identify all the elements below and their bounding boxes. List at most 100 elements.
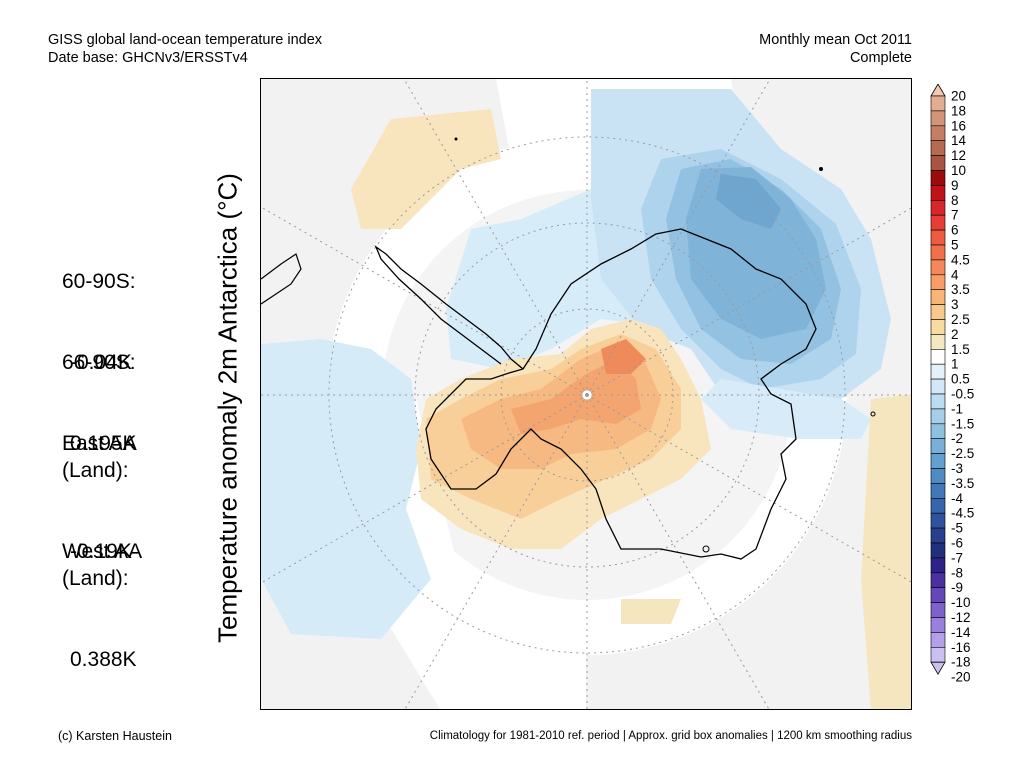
colorbar-tick-label: -10 xyxy=(951,595,971,610)
colorbar-tick-label: -5 xyxy=(951,521,963,536)
y-axis-label: Temperature anomaly 2m Antarctica (°C) xyxy=(212,173,243,643)
header-left: GISS global land-ocean temperature index… xyxy=(48,31,322,67)
colorbar-segment xyxy=(930,527,946,544)
colorbar-tick-label: 7 xyxy=(951,208,959,223)
colorbar-tick-label: 2 xyxy=(951,327,959,342)
polar-anomaly-map xyxy=(261,79,911,709)
status-label: Complete xyxy=(849,50,912,66)
colorbar-segment xyxy=(930,453,946,469)
colorbar-segment xyxy=(930,229,946,246)
dataset-title: GISS global land-ocean temperature index xyxy=(48,32,323,48)
colorbar-segment xyxy=(930,110,946,127)
colorbar-segment xyxy=(930,497,946,514)
colorbar-tick-label: 6 xyxy=(951,223,959,238)
lon-line xyxy=(586,394,770,709)
stat-value: 0.195K xyxy=(70,432,137,455)
colorbar-tick-label: -4.5 xyxy=(951,506,974,521)
colorbar-segment xyxy=(930,408,946,425)
colorbar-segment xyxy=(930,319,946,335)
white-patch-bottom xyxy=(361,399,586,709)
colorbar-segment xyxy=(930,602,946,618)
colorbar-segment xyxy=(930,572,946,588)
colorbar-segment xyxy=(930,438,946,454)
colorbar-tick-label: -3.5 xyxy=(951,476,974,491)
lon-line xyxy=(403,79,588,396)
colorbar-segment xyxy=(930,170,946,186)
colorbar-tick-label: -8 xyxy=(951,565,963,580)
colorbar-segment xyxy=(930,140,946,156)
stat-label: East AA (Land): xyxy=(62,432,137,482)
colorbar-tick-label: -0.5 xyxy=(951,387,974,402)
colorbar-segment xyxy=(930,423,946,439)
anomaly-tan-east xyxy=(861,394,911,709)
stat-west-aa: West AA (Land): 0.388K xyxy=(62,484,142,700)
colorbar-tick-label: 1 xyxy=(951,357,959,372)
colorbar-tick-label: -6 xyxy=(951,536,963,551)
header-right: Monthly mean Oct 2011 Complete xyxy=(759,31,912,67)
colorbar-tick-label: 9 xyxy=(951,178,959,193)
colorbar-tick-label: 14 xyxy=(951,133,967,148)
colorbar-tick-label: -3 xyxy=(951,461,963,476)
data-base: Date base: GHCNv3/ERSSTv4 xyxy=(48,50,248,66)
colorbar-segment xyxy=(930,259,946,276)
antarctic-peninsula xyxy=(374,245,524,370)
lon-line xyxy=(586,394,911,583)
anomaly-lightblue-west xyxy=(261,339,431,639)
colorbar-tick-label: -2.5 xyxy=(951,446,974,461)
colorbar-segment xyxy=(930,557,946,574)
colorbar-segment xyxy=(930,348,946,365)
colorbar-tick-label: -12 xyxy=(951,610,971,625)
colorbar: 201816141210987654.543.532.521.510.5-0.5… xyxy=(930,84,974,685)
island xyxy=(702,545,710,553)
colorbar-tick-label: 4 xyxy=(951,267,959,282)
island xyxy=(454,137,458,141)
colorbar-tick-label: 4.5 xyxy=(951,252,970,267)
lon-line xyxy=(261,206,588,396)
colorbar-tick-label: -2 xyxy=(951,431,963,446)
colorbar-tick-label: -7 xyxy=(951,550,963,565)
colorbar-tick-label: 8 xyxy=(951,193,959,208)
colorbar-segment xyxy=(930,483,946,499)
anomaly-tan-northwest xyxy=(351,109,501,229)
anomaly-paleblue-east xyxy=(701,379,871,439)
lon-line xyxy=(261,394,588,584)
colorbar-segment xyxy=(930,304,946,320)
stat-value: 0.388K xyxy=(70,648,137,671)
lon-line xyxy=(586,207,911,396)
anomaly-tan-south xyxy=(621,599,681,624)
colorbar-segment xyxy=(930,214,946,231)
anomaly-orange-3 xyxy=(511,359,641,434)
colorbar-segment xyxy=(930,274,946,291)
colorbar-segment xyxy=(930,334,946,350)
colorbar-tick-label: 20 xyxy=(951,89,966,104)
colorbar-tick-label: -1.5 xyxy=(951,416,974,431)
island xyxy=(819,167,823,171)
colorbar-tick-label: 2.5 xyxy=(951,312,970,327)
colorbar-tick-label: -9 xyxy=(951,580,963,595)
colorbar-segment xyxy=(930,125,946,141)
stat-label: West AA (Land): xyxy=(62,540,143,590)
colorbar-tick-label: 18 xyxy=(951,103,966,118)
colorbar-tick-label: -20 xyxy=(951,670,971,685)
stat-60-90s: 60-90S: -0.04K xyxy=(62,214,136,403)
south-america-coast xyxy=(261,253,302,305)
lon-line xyxy=(404,394,588,709)
colorbar-tick-label: 10 xyxy=(951,163,966,178)
stat-value: -0.19K xyxy=(70,540,132,563)
anomaly-blue-4 xyxy=(686,167,826,339)
colorbar-segment xyxy=(930,378,946,395)
colorbar-tick-label: 16 xyxy=(951,118,966,133)
lat-circle xyxy=(414,222,760,568)
colorbar-tick-label: -18 xyxy=(951,655,971,670)
colorbar-segment xyxy=(930,185,946,201)
colorbar-segment xyxy=(930,542,946,559)
colorbar-segment xyxy=(930,632,946,648)
anomaly-orange-core xyxy=(601,339,646,374)
antarctica-coastline xyxy=(425,228,817,560)
stat-66-90s: 66-90S: 0.195K xyxy=(62,295,137,484)
anomaly-blue-core xyxy=(716,174,781,229)
colorbar-tick-label: -1 xyxy=(951,401,963,416)
colorbar-tick-label: 0.5 xyxy=(951,372,970,387)
colorbar-segment xyxy=(930,289,946,305)
stat-label: 66-90S: xyxy=(62,351,136,374)
